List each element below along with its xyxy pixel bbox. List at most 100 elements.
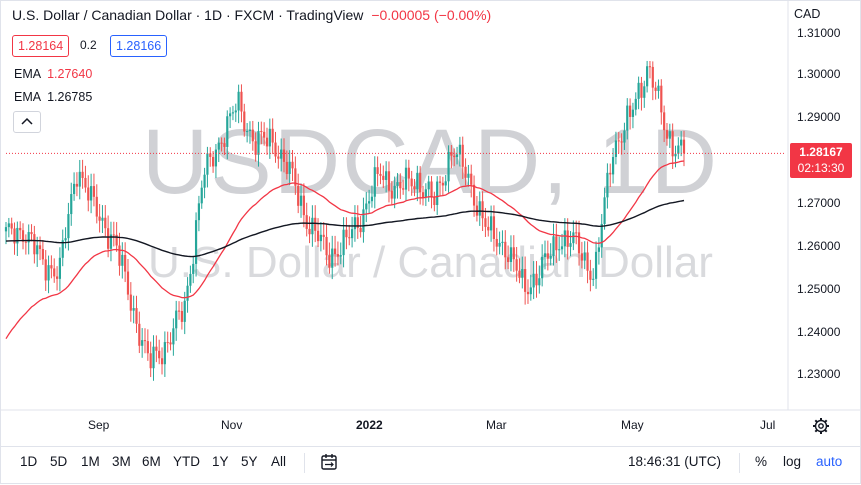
candle-body: [393, 185, 396, 199]
toolbar-divider: [304, 453, 305, 473]
candle-body: [121, 254, 124, 266]
candle-body: [294, 168, 297, 186]
candle-body: [107, 228, 110, 249]
candle-body: [470, 173, 473, 185]
candle-body: [47, 265, 50, 281]
range-1y-button[interactable]: 1Y: [212, 454, 229, 469]
candle-body: [203, 174, 206, 188]
candle-body: [356, 217, 359, 228]
candle-body: [7, 223, 10, 228]
candle-body: [155, 346, 158, 351]
candle-body: [629, 105, 632, 117]
candle-body: [509, 247, 513, 263]
range-6m-button[interactable]: 6M: [142, 454, 161, 469]
x-tick-label: Jul: [760, 418, 776, 432]
currency-label[interactable]: CAD: [794, 7, 821, 21]
candle-body: [518, 270, 521, 278]
candle-body: [189, 273, 192, 286]
candle-body: [501, 241, 504, 243]
toolbar-divider: [739, 453, 740, 473]
candle-body: [61, 240, 64, 258]
range-3m-button[interactable]: 3M: [112, 454, 131, 469]
gear-icon[interactable]: [812, 417, 830, 435]
candle-body: [617, 140, 620, 142]
sell-price-button[interactable]: 1.28164: [12, 35, 70, 57]
candle-body: [390, 190, 393, 199]
candle-body: [169, 342, 172, 345]
x-tick-label: May: [621, 418, 644, 432]
candle-body: [379, 173, 382, 176]
range-5y-button[interactable]: 5Y: [241, 454, 258, 469]
candle-body: [274, 142, 277, 157]
symbol-title[interactable]: U.S. Dollar / Canadian Dollar · 1D · FXC…: [12, 7, 364, 23]
candle-body: [478, 201, 481, 216]
candle-body: [84, 177, 87, 188]
candle-body: [75, 183, 79, 187]
y-tick-label: 1.25000: [797, 282, 841, 296]
bar-countdown: 02:13:30: [797, 161, 845, 175]
candle-body: [251, 129, 254, 142]
candle-body: [336, 254, 340, 257]
candle-body: [433, 196, 436, 206]
candle-body: [660, 85, 663, 113]
candle-body: [98, 216, 101, 221]
range-5d-button[interactable]: 5D: [50, 454, 68, 469]
buy-price-button[interactable]: 1.28166: [110, 35, 168, 57]
candle-body: [575, 232, 578, 234]
candle-body: [583, 252, 586, 261]
candle-body: [597, 247, 600, 252]
candle-body: [535, 273, 538, 286]
ema-slow-value: 1.26785: [47, 90, 93, 104]
candle-body: [192, 263, 195, 274]
candle-body: [382, 175, 385, 180]
candle-body: [260, 131, 263, 133]
candle-body: [657, 85, 660, 91]
candle-body: [646, 66, 649, 87]
candle-body: [285, 161, 288, 174]
collapse-legend-button[interactable]: [13, 111, 41, 133]
candle-body: [498, 242, 501, 247]
candle-body: [237, 91, 240, 111]
candle-body: [217, 142, 220, 150]
candle-body: [44, 259, 47, 281]
candle-body: [78, 171, 81, 187]
candle-body: [160, 358, 164, 365]
candle-body: [504, 241, 507, 258]
candle-body: [55, 276, 59, 279]
candle-body: [555, 236, 558, 251]
candle-body: [413, 186, 416, 190]
percent-scale-toggle[interactable]: %: [755, 454, 768, 469]
candle-body: [600, 223, 603, 248]
candle-body: [53, 268, 56, 277]
candle-body: [112, 234, 115, 236]
candle-body: [67, 214, 70, 239]
candle-body: [430, 181, 433, 197]
candle-body: [158, 350, 161, 359]
range-1d-button[interactable]: 1D: [20, 454, 38, 469]
candle-body: [549, 255, 552, 259]
calendar-range-icon[interactable]: [320, 453, 338, 471]
utc-clock[interactable]: 18:46:31 (UTC): [628, 454, 722, 469]
candle-body: [50, 265, 53, 269]
ema-legend-slow[interactable]: EMA 1.26785: [14, 90, 92, 104]
y-tick-label: 1.29000: [797, 110, 841, 124]
candle-body: [95, 196, 98, 217]
log-scale-toggle[interactable]: log: [783, 454, 802, 469]
y-tick-label: 1.27000: [797, 196, 841, 210]
bottom-toolbar: 1D 5D 1M 3M 6M YTD 1Y 5Y All 18:46:31 (U…: [0, 446, 861, 485]
range-1m-button[interactable]: 1M: [81, 454, 100, 469]
candle-body: [268, 128, 271, 147]
candle-body: [271, 128, 274, 143]
y-tick-label: 1.30000: [797, 67, 841, 81]
candle-body: [467, 173, 470, 178]
ema-legend-fast[interactable]: EMA 1.27640: [14, 67, 92, 81]
range-ytd-button[interactable]: YTD: [173, 454, 200, 469]
candle-body: [211, 156, 215, 167]
candle-body: [674, 153, 677, 157]
candle-body: [385, 171, 388, 180]
price-change: −0.00005 (−0.00%): [371, 7, 492, 23]
candle-body: [359, 227, 362, 233]
range-all-button[interactable]: All: [271, 454, 287, 469]
auto-scale-toggle[interactable]: auto: [816, 454, 843, 469]
